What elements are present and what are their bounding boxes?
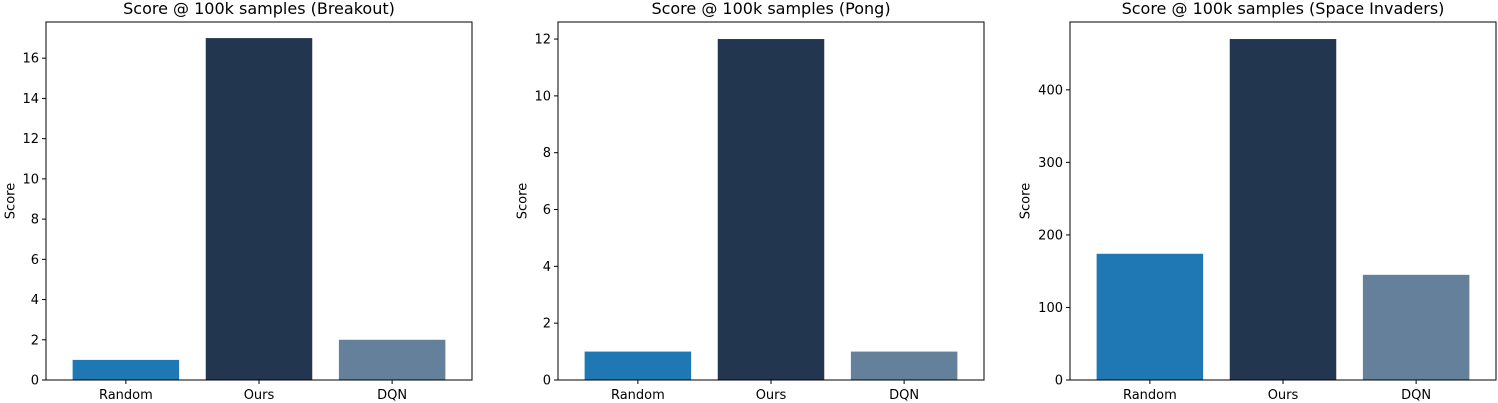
bar-random (584, 351, 692, 380)
y-tick-label: 0 (1055, 374, 1063, 389)
x-tick-label-dqn: DQN (889, 388, 919, 403)
bar-ours (717, 39, 825, 381)
y-tick-label: 4 (31, 293, 39, 308)
x-tick-label-ours: Ours (756, 388, 787, 403)
y-tick-label: 300 (1038, 156, 1063, 171)
y-axis-label: Score (1019, 183, 1034, 219)
x-tick-label-ours: Ours (244, 388, 275, 403)
bar-dqn (850, 351, 958, 380)
y-tick-label: 2 (543, 317, 551, 332)
y-axis-label: Score (516, 183, 531, 219)
y-tick-label: 12 (22, 132, 39, 147)
bar-random (1096, 253, 1204, 380)
y-tick-label: 6 (31, 253, 39, 268)
y-tick-label: 16 (22, 52, 39, 67)
chart-1: 0 2 4 6 8 10 12 14 16 Random Ours DQN Score @ 100k s… (4, 0, 473, 403)
bar-dqn (1362, 274, 1470, 380)
chart-2: 0 2 4 6 8 10 12 Random Ours DQN Score @ 100k sampl… (516, 0, 985, 403)
y-tick-label: 6 (543, 203, 551, 218)
x-tick-label-dqn: DQN (377, 388, 407, 403)
y-tick-label: 12 (534, 33, 551, 48)
y-tick-label: 10 (22, 172, 39, 187)
y-axis-label: Score (4, 183, 19, 219)
y-tick-label: 14 (22, 92, 39, 107)
y-tick-label: 0 (31, 374, 39, 389)
x-tick-label-dqn: DQN (1401, 388, 1431, 403)
chart-title: Score @ 100k samples (Breakout) (123, 0, 395, 18)
x-tick-label-random: Random (611, 388, 665, 403)
x-tick-label-ours: Ours (1268, 388, 1299, 403)
bar-ours (1229, 39, 1337, 381)
y-tick-label: 8 (543, 146, 551, 161)
y-tick-label: 8 (31, 213, 39, 228)
y-tick-label: 200 (1038, 228, 1063, 243)
y-tick-label: 0 (543, 374, 551, 389)
x-tick-label-random: Random (99, 388, 153, 403)
y-tick-label: 100 (1038, 301, 1063, 316)
bar-dqn (338, 339, 446, 380)
bar-random (72, 359, 180, 380)
y-tick-label: 10 (534, 89, 551, 104)
chart-3: 0 100 200 300 400 Random Ours DQN Score @ 100k s… (1019, 0, 1497, 403)
chart-title: Score @ 100k samples (Space Invaders) (1122, 0, 1445, 18)
y-tick-label: 400 (1038, 83, 1063, 98)
x-tick-label-random: Random (1123, 388, 1177, 403)
y-tick-label: 2 (31, 333, 39, 348)
y-tick-label: 4 (543, 260, 551, 275)
bar-ours (205, 38, 313, 381)
chart-title: Score @ 100k samples (Pong) (651, 0, 890, 18)
